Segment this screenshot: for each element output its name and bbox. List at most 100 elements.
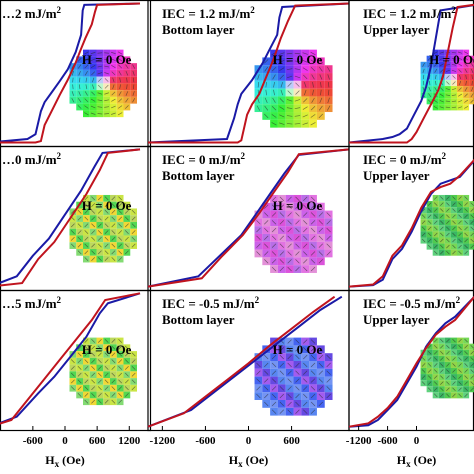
vortex-arrow (440, 375, 444, 379)
vortex-arrow (318, 378, 324, 383)
vortex-arrow (118, 339, 123, 343)
vortex-arrow (440, 226, 444, 231)
vortex-arrow (97, 209, 102, 214)
vortex-arrow (287, 347, 292, 352)
vortex-arrow (124, 379, 129, 384)
vortex-arrow (440, 344, 444, 349)
vortex-arrow (310, 105, 316, 111)
vortex-arrow (97, 113, 103, 115)
vortex-arrow (287, 259, 292, 264)
vortex-arrow (97, 386, 102, 391)
vortex-arrow (97, 223, 102, 228)
vortex-arrow (295, 82, 300, 87)
vortex-cell (469, 225, 474, 232)
vortex-arrow (326, 220, 331, 225)
vortex-arrow (295, 378, 300, 383)
vortex-cell (469, 231, 474, 238)
vortex-arrow (118, 359, 123, 364)
vortex-arrow (295, 362, 300, 368)
vortex-arrow (118, 196, 123, 201)
vortex-arrow (318, 204, 324, 209)
vortex-cell (469, 55, 474, 62)
vortex-arrow (271, 220, 277, 225)
field-label: H = 0 Oe (273, 342, 323, 357)
vortex-arrow (457, 51, 463, 54)
vortex-arrow (279, 354, 285, 360)
vortex-arrow (264, 204, 269, 209)
vortex-arrow (287, 227, 292, 233)
vortex-arrow (118, 64, 123, 69)
vortex-arrow (124, 105, 129, 109)
vortex-arrow (446, 208, 450, 212)
vortex-arrow (264, 401, 269, 407)
vortex-arrow (97, 359, 102, 364)
vortex-arrow (131, 216, 136, 221)
vortex-arrow (131, 243, 136, 248)
vortex-cell (469, 73, 474, 81)
vortex-arrow (70, 209, 75, 214)
vortex-cell (469, 367, 474, 375)
vortex-arrow (279, 114, 285, 118)
vortex-arrow (310, 347, 316, 352)
vortex-arrow (271, 196, 277, 202)
vortex-arrow (264, 113, 269, 119)
vortex-arrow (433, 244, 438, 249)
vortex-arrow (84, 105, 89, 109)
vortex-arrow (310, 196, 316, 202)
vortex-arrow (295, 266, 300, 272)
vortex-arrow (264, 227, 269, 233)
vortex-arrow (271, 362, 277, 368)
vortex-arrow (271, 266, 277, 272)
vortex-arrow (256, 393, 261, 399)
layer-label: Upper layer (363, 312, 430, 327)
vortex-arrow (84, 64, 89, 69)
vortex-arrow (326, 362, 331, 368)
vortex-arrow (272, 97, 276, 103)
vortex-arrow (287, 82, 292, 87)
vortex-inset (420, 337, 474, 399)
vortex-arrow (295, 347, 300, 352)
vortex-arrow (287, 251, 292, 256)
vortex-arrow (84, 393, 89, 397)
vortex-arrow (427, 387, 432, 391)
vortex-arrow (440, 357, 444, 361)
vortex-arrow (286, 60, 293, 63)
vortex-arrow (464, 106, 469, 109)
vortex-arrow (464, 387, 468, 391)
vortex-arrow (97, 59, 103, 61)
vortex-arrow (111, 393, 116, 397)
field-label: H = 0 Oe (429, 52, 474, 67)
vortex-arrow (429, 74, 431, 80)
vortex-arrow (470, 202, 474, 206)
vortex-arrow (470, 351, 474, 355)
vortex-arrow (91, 257, 96, 262)
x-axis-title: Hx (Oe) (397, 453, 437, 469)
vortex-arrow (287, 266, 292, 272)
vortex-arrow (434, 74, 437, 80)
vortex-arrow (464, 344, 468, 349)
vortex-arrow (111, 257, 116, 262)
vortex-arrow (294, 52, 301, 55)
vortex-arrow (279, 393, 285, 399)
vortex-arrow (440, 87, 444, 91)
vortex-arrow (440, 363, 444, 367)
vortex-arrow (287, 393, 292, 399)
vortex-arrow (433, 351, 438, 355)
vortex-arrow (303, 354, 308, 360)
vortex-arrow (318, 113, 324, 119)
vortex-arrow (464, 338, 468, 343)
vortex-arrow (310, 386, 316, 391)
vortex-arrow (256, 251, 261, 256)
vortex-arrow (77, 230, 82, 235)
vortex-arrow (303, 98, 308, 103)
vortex-arrow (440, 214, 444, 218)
vortex-arrow (111, 372, 116, 377)
vortex-arrow (279, 212, 285, 217)
vortex-arrow (131, 352, 136, 357)
vortex-arrow (310, 378, 316, 383)
vortex-arrow (257, 81, 260, 88)
vortex-arrow (279, 204, 285, 209)
vortex-arrow (458, 381, 462, 385)
vortex-arrow (104, 52, 110, 54)
vortex-arrow (84, 366, 89, 370)
